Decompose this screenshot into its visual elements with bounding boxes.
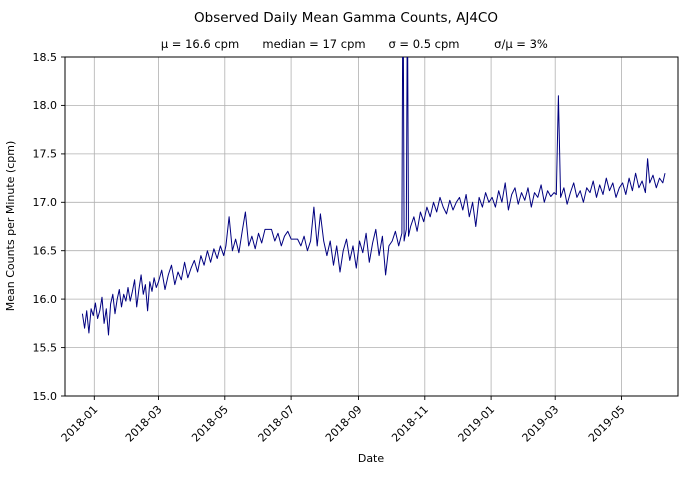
x-tick-label: 2018-05 [189,403,231,445]
x-tick-label: 2019-05 [586,403,628,445]
x-tick-label: 2018-11 [389,403,431,445]
x-tick-label: 2018-09 [323,403,365,445]
data-series-line [81,57,666,336]
x-axis-label: Date [358,452,385,465]
plot-area: 15.0 15.5 16.0 16.5 17.0 17.5 18.0 18.5 2018-01 2… [33,51,679,445]
y-tick-label: 17.0 [33,196,58,209]
stat-sigma-over-mu: σ/μ = 3% [494,37,548,51]
y-axis-label: Mean Counts per Minute (cpm) [4,141,17,312]
x-tick-label: 2018-03 [123,403,165,445]
stat-sigma: σ = 0.5 cpm [388,37,459,51]
y-tick-label: 18.0 [33,99,58,112]
y-tick-label: 15.5 [33,341,58,354]
y-tick-label: 17.5 [33,148,58,161]
chart-title: Observed Daily Mean Gamma Counts, AJ4CO [194,10,498,26]
x-tick-label: 2018-01 [59,403,101,445]
y-tick-label: 16.0 [33,293,58,306]
x-tick-label: 2019-01 [456,403,498,445]
stat-median: median = 17 cpm [262,37,365,51]
plot-border [64,56,679,397]
x-tick-label: 2018-07 [256,403,298,445]
y-tick-label: 15.0 [33,390,58,403]
y-tick-label: 18.5 [33,51,58,64]
x-tick-label: 2019-03 [520,403,562,445]
stat-mean: μ = 16.6 cpm [161,37,239,51]
y-tick-label: 16.5 [33,245,58,258]
